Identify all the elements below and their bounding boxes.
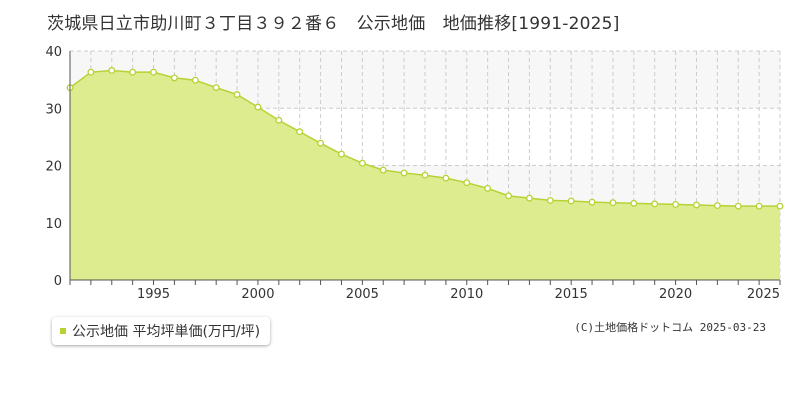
y-tick-label: 40 (45, 45, 62, 60)
data-point (108, 67, 116, 74)
data-point (275, 116, 283, 124)
data-point (588, 198, 596, 206)
data-point (317, 139, 325, 147)
data-point (505, 192, 512, 200)
data-point (191, 76, 199, 84)
data-point (693, 201, 700, 209)
data-point (338, 150, 345, 158)
data-point (254, 103, 262, 111)
x-tick-label: 2020 (659, 287, 692, 302)
data-point (609, 199, 617, 207)
legend-swatch (60, 328, 66, 334)
x-tick-label: 2005 (346, 287, 379, 302)
data-point (296, 128, 304, 136)
data-point (484, 184, 492, 192)
data-point (672, 200, 680, 208)
data-point (755, 202, 763, 210)
data-point (170, 74, 178, 82)
data-point (776, 202, 784, 210)
copyright: (C)土地価格ドットコム 2025-03-23 (574, 321, 766, 334)
y-tick-label: 20 (45, 160, 62, 175)
y-tick-label: 0 (54, 274, 62, 289)
data-point (233, 91, 241, 98)
data-point (400, 169, 408, 177)
data-point (713, 202, 721, 210)
data-point (734, 202, 742, 210)
legend-label: 公示地価 平均坪単価(万円/坪) (72, 324, 261, 340)
data-point (379, 166, 387, 174)
legend[interactable]: 公示地価 平均坪単価(万円/坪) (52, 317, 271, 345)
data-point (358, 159, 366, 167)
data-point (212, 84, 220, 92)
chart-title: 茨城県日立市助川町３丁目３９２番６ 公示地価 地価推移[1991-2025] (47, 14, 620, 34)
x-tick-label: 2010 (450, 287, 483, 302)
data-point (546, 196, 554, 204)
x-tick-label: 2000 (241, 287, 274, 302)
x-tick-label: 2015 (555, 287, 588, 302)
data-point (651, 200, 659, 208)
y-tick-label: 10 (45, 217, 62, 232)
x-tick-label: 1995 (137, 287, 170, 302)
data-point (129, 68, 137, 76)
data-point (525, 194, 533, 202)
data-point (87, 68, 95, 76)
data-point (150, 68, 157, 76)
data-point (630, 199, 638, 207)
data-point (442, 174, 450, 182)
data-point (463, 179, 471, 187)
y-tick-label: 30 (45, 102, 62, 117)
data-point (567, 197, 575, 205)
x-tick-label: 2025 (747, 287, 780, 302)
data-point (421, 171, 429, 179)
